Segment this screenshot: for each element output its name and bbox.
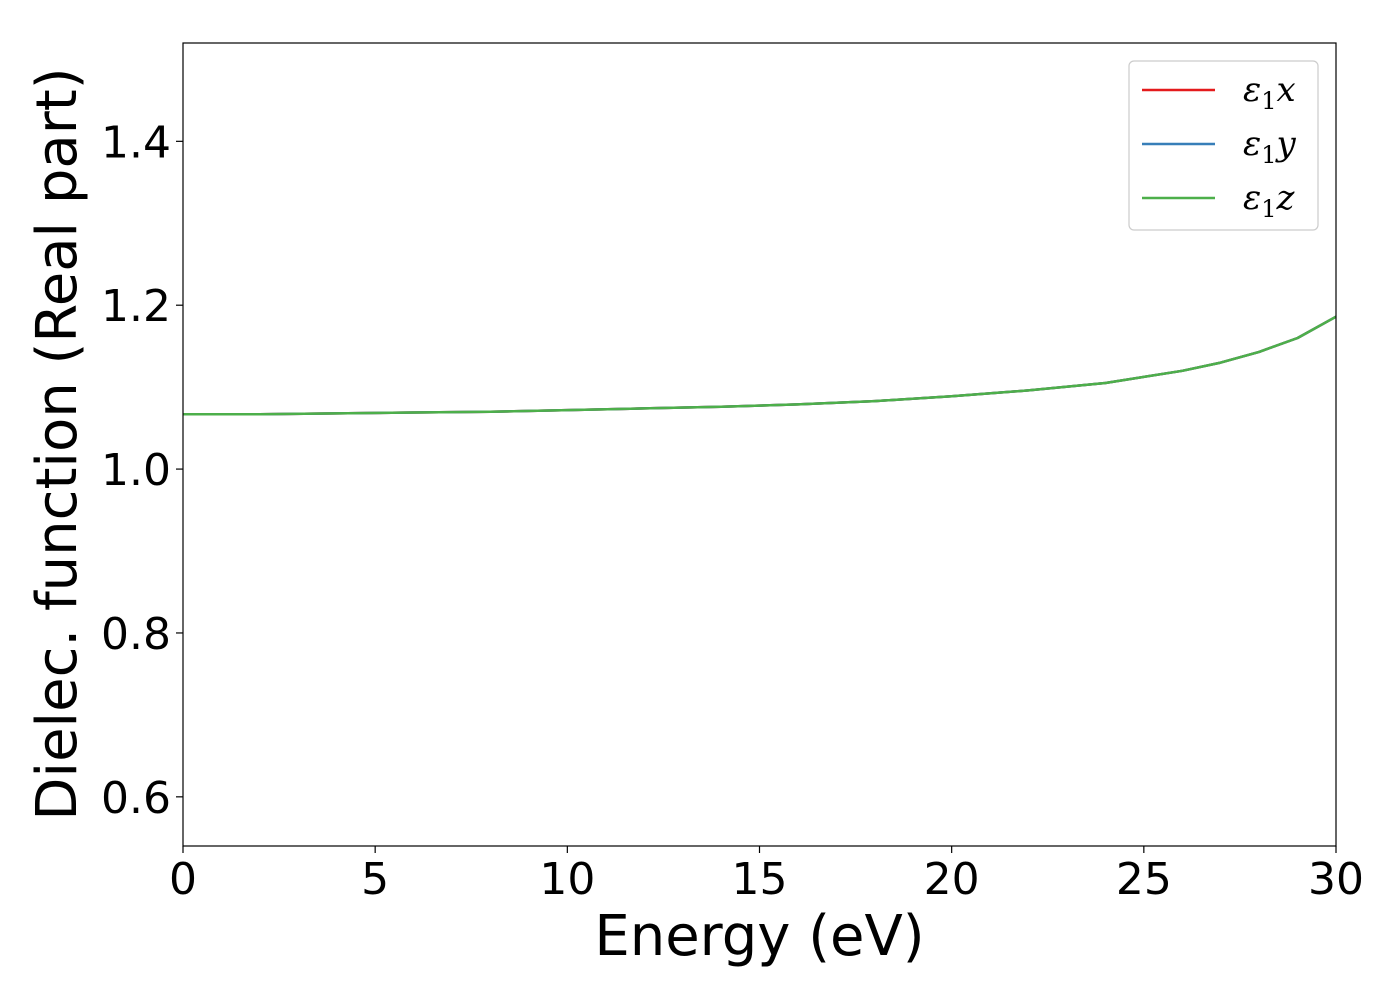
- series-layer: [183, 315, 1337, 416]
- y-axis: 0.6 0.8 1.0 1.2 1.4: [101, 117, 183, 824]
- x-tick-label: 0: [169, 854, 197, 905]
- y-tick-label: 1.4: [101, 117, 171, 168]
- legend-label-x: ε1x: [1243, 70, 1296, 115]
- x-tick-label: 10: [539, 854, 595, 905]
- x-axis-title: Energy (eV): [594, 904, 924, 969]
- legend-label-y: ε1y: [1243, 124, 1297, 169]
- x-tick-label: 25: [1116, 854, 1172, 905]
- y-tick-label: 0.6: [101, 773, 171, 824]
- x-tick-label: 30: [1308, 854, 1364, 905]
- legend: ε1x ε1y ε1z: [1128, 60, 1319, 231]
- series-line-z: [183, 315, 1337, 416]
- y-tick-label: 0.8: [101, 609, 171, 660]
- y-axis-title: Dielec. function (Real part): [25, 67, 90, 820]
- x-tick-label: 20: [924, 854, 980, 905]
- x-tick-label: 15: [732, 854, 788, 905]
- y-tick-label: 1.0: [101, 445, 171, 496]
- x-tick-label: 5: [361, 854, 389, 905]
- legend-box: [1128, 60, 1319, 231]
- legend-label-z: ε1z: [1243, 178, 1296, 223]
- y-tick-label: 1.2: [101, 281, 171, 332]
- x-axis: 0 5 10 15 20 25 30: [169, 846, 1364, 905]
